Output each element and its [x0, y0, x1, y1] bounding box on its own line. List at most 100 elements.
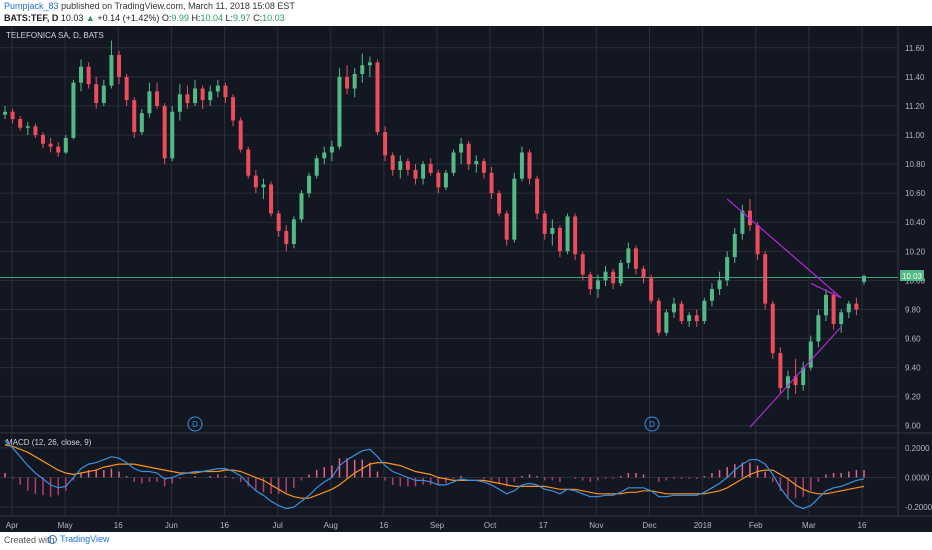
candle-body — [94, 84, 99, 104]
y-tick-label: 11.00 — [905, 131, 925, 140]
candle-body — [588, 274, 593, 290]
candle-body — [398, 161, 403, 170]
candle-body — [314, 158, 319, 176]
chart-area[interactable]: 11.60 11.40 11.20 11.00 10.80 10.60 10.40 10.20… — [0, 26, 932, 532]
candle-body — [200, 88, 205, 101]
candle-body — [854, 303, 859, 310]
candle-body — [527, 152, 532, 179]
candle-body — [816, 315, 821, 342]
candle-body — [550, 228, 555, 234]
low-value: 9.97 — [233, 13, 251, 23]
candle-body — [413, 169, 418, 179]
last-price-tag-label: 10.03 — [902, 272, 923, 281]
candle-body — [177, 94, 182, 112]
candle-body — [694, 315, 699, 322]
y-tick-label: 9.80 — [905, 305, 921, 314]
high-label: H: — [191, 13, 201, 23]
x-tick-label: Nov — [589, 521, 603, 530]
x-tick-label: Apr — [6, 521, 19, 530]
candle-body — [763, 254, 768, 304]
candle-body — [679, 303, 684, 322]
candle-body — [322, 152, 327, 159]
candle-body — [459, 143, 464, 153]
last-price: 10.03 — [60, 13, 84, 23]
candle-body — [664, 312, 669, 333]
tradingview-link[interactable]: TradingView — [60, 534, 110, 544]
x-tick-label: May — [58, 521, 73, 530]
chart-header: Pumpjack_83 published on TradingView.com… — [0, 0, 932, 26]
candle-body — [253, 175, 258, 188]
candle-body — [170, 111, 175, 159]
y-tick-label: 11.20 — [905, 102, 925, 111]
candle-body — [542, 213, 547, 234]
candle-body — [641, 268, 646, 278]
candle-body — [519, 152, 524, 179]
candle-body — [823, 294, 828, 316]
candle-body — [747, 210, 752, 226]
candle-body — [740, 210, 745, 234]
close-label: C: — [253, 13, 263, 23]
candle-body — [580, 254, 585, 275]
candle-body — [193, 88, 198, 104]
trendline[interactable] — [810, 282, 842, 299]
candle-body — [702, 300, 707, 322]
candle-body — [846, 303, 851, 313]
x-tick-label: 17 — [539, 521, 548, 530]
candle-body — [725, 257, 730, 281]
x-tick-label: 16 — [858, 521, 867, 530]
candle-body — [611, 271, 616, 284]
candle-body — [276, 213, 281, 231]
candle-body — [352, 73, 357, 89]
candle-body — [862, 276, 866, 282]
candle-body — [117, 55, 122, 77]
candle-body — [71, 82, 76, 138]
trendline[interactable] — [726, 198, 842, 299]
candle-body — [428, 164, 433, 173]
candle-body — [557, 228, 562, 252]
candle-body — [367, 62, 372, 66]
dividend-marker-label: D — [649, 420, 655, 429]
candle-body — [535, 178, 540, 214]
candle-body — [383, 132, 388, 156]
x-tick-label: 16 — [114, 521, 123, 530]
x-tick-label: Jun — [165, 521, 178, 530]
candle-body — [231, 97, 236, 121]
candle-body — [633, 248, 638, 269]
trendline[interactable] — [749, 326, 842, 428]
candle-body — [603, 271, 608, 281]
candle-body — [291, 219, 296, 245]
chart-svg[interactable]: 11.60 11.40 11.20 11.00 10.80 10.60 10.40 10.20… — [0, 26, 932, 532]
candle-body — [215, 85, 220, 92]
candle-body — [656, 300, 661, 333]
candle-body — [595, 280, 600, 290]
candle-body — [405, 161, 410, 170]
candle-body — [269, 184, 274, 214]
candle-body — [25, 126, 30, 128]
candle-body — [687, 315, 692, 322]
candle-body — [10, 111, 15, 120]
y-tick-label: 9.20 — [905, 393, 921, 402]
candle-body — [101, 85, 106, 104]
candle-body — [451, 152, 456, 173]
dividend-marker-icon[interactable] — [644, 416, 660, 432]
candle-body — [185, 94, 190, 104]
candle-body — [132, 100, 137, 133]
dividend-marker-icon[interactable] — [187, 416, 203, 432]
candle-body — [63, 137, 68, 153]
close-value: 10.03 — [262, 13, 285, 23]
candle-body — [626, 248, 631, 263]
candle-body — [3, 111, 7, 115]
candle-body — [307, 175, 312, 194]
y-tick-label: 9.60 — [905, 335, 921, 344]
candle-body — [565, 216, 570, 252]
candle-body — [375, 62, 380, 133]
candle-body — [671, 303, 676, 313]
x-tick-label: Dec — [642, 521, 656, 530]
tradingview-logo-icon — [48, 535, 57, 544]
author-link[interactable]: Pumpjack_83 — [4, 1, 59, 11]
candle-body — [18, 119, 23, 128]
candle-body — [717, 280, 722, 290]
up-arrow-icon: ▲ — [85, 13, 95, 23]
symbol-label: BATS:TEF, D — [4, 13, 59, 23]
low-label: L: — [225, 13, 234, 23]
